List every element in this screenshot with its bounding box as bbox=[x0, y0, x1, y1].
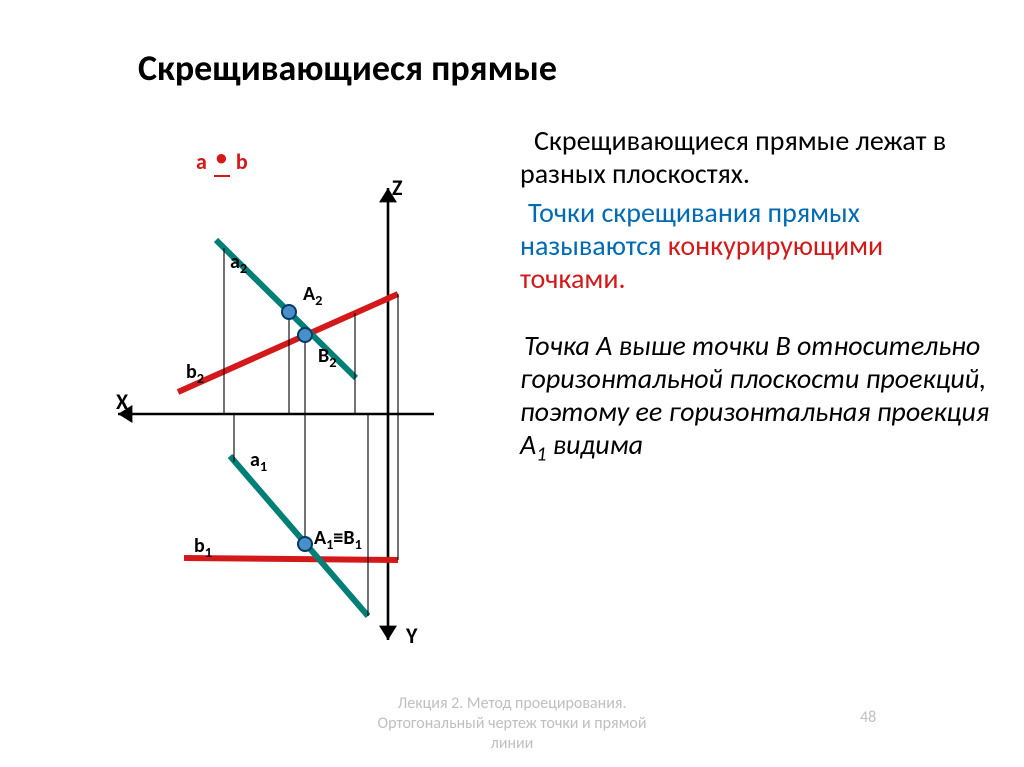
para-3-sub: 1 bbox=[536, 443, 546, 467]
projection-diagram bbox=[108, 178, 448, 658]
relation-var-a: a bbox=[196, 148, 208, 175]
para-2: Точки скрещивания прямых называются конк… bbox=[520, 196, 990, 295]
explanation-column: Скрещивающиеся прямые лежат в разных пло… bbox=[520, 124, 990, 474]
slide: Скрещивающиеся прямые a • b Скрещивающие… bbox=[0, 0, 1024, 767]
diagram-label: a1 bbox=[250, 448, 267, 475]
axis-label-y: Y bbox=[406, 622, 417, 649]
relation-var-b: b bbox=[236, 148, 249, 175]
diagram-label: b2 bbox=[186, 360, 204, 387]
diagram-label: a2 bbox=[230, 250, 247, 277]
diagram-label: A2 bbox=[303, 282, 322, 309]
diagram-label: A1≡B1 bbox=[314, 526, 362, 553]
diagram-label: b1 bbox=[194, 534, 212, 561]
para-3: Точка А выше точки В относительно горизо… bbox=[520, 329, 990, 467]
para-1: Скрещивающиеся прямые лежат в разных пло… bbox=[520, 124, 990, 190]
footer-line-3: линии bbox=[0, 734, 1024, 754]
para-3-tail: видима bbox=[546, 427, 643, 462]
relation-a-skew-b: a • b bbox=[196, 148, 249, 175]
slide-title: Скрещивающиеся прямые bbox=[138, 46, 557, 90]
diagram-label: B2 bbox=[318, 344, 337, 371]
skew-symbol: • bbox=[214, 148, 230, 177]
axis-label-x: X bbox=[116, 388, 128, 415]
axis-label-z: Z bbox=[392, 174, 403, 201]
slide-footer: Лекция 2. Метод проецирования. Ортогонал… bbox=[0, 694, 1024, 754]
page-number: 48 bbox=[860, 708, 876, 727]
